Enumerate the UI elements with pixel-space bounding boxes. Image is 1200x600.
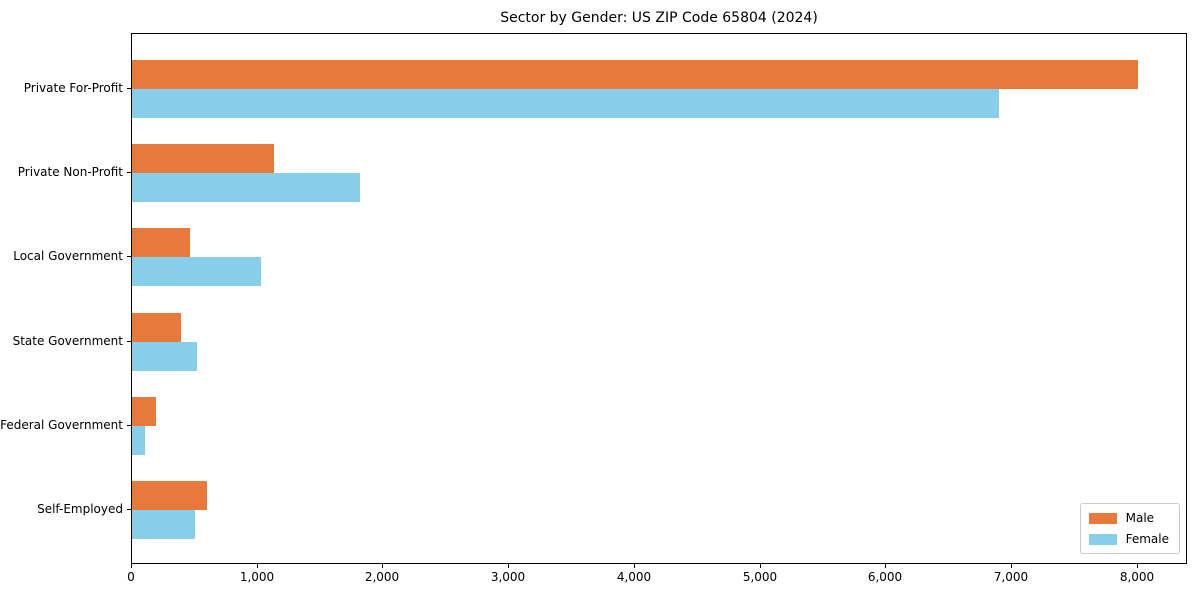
ytick-label-private-for-profit: Private For-Profit — [23, 81, 123, 95]
ytick-mark-federal-government — [127, 424, 131, 426]
ytick-label-self-employed: Self-Employed — [37, 502, 123, 516]
legend-item-female: Female — [1088, 532, 1169, 546]
female-legend-swatch — [1088, 533, 1117, 545]
ytick-label-local-government: Local Government — [13, 249, 123, 264]
xtick-label-5000: 5,000 — [742, 570, 778, 584]
ytick-mark-self-employed — [127, 509, 131, 510]
legend: Male Female — [1079, 503, 1180, 554]
chart-title: Sector by Gender: US ZIP Code 65804 (202… — [500, 10, 818, 26]
xtick-mark-1000 — [257, 564, 258, 568]
xtick-label-8000: 8,000 — [1119, 570, 1155, 584]
ytick-label-federal-government: Federal Government — [0, 417, 123, 432]
legend-label-female: Female — [1125, 532, 1169, 546]
xtick-mark-0 — [131, 564, 132, 568]
xtick-label-6000: 6,000 — [867, 570, 903, 584]
xtick-label-1000: 1,000 — [239, 570, 275, 584]
xtick-mark-8000 — [1137, 564, 1138, 568]
legend-item-male: Male — [1088, 511, 1169, 525]
xtick-label-4000: 4,000 — [616, 570, 652, 584]
xtick-mark-7000 — [1011, 564, 1012, 568]
plot-area: Male Female — [131, 33, 1187, 564]
ytick-mark-local-government — [127, 256, 131, 258]
male-legend-swatch — [1088, 512, 1117, 524]
xtick-label-3000: 3,000 — [490, 570, 526, 584]
xtick-mark-2000 — [382, 564, 383, 568]
ytick-mark-private-for-profit — [127, 88, 131, 89]
ytick-mark-state-government — [127, 340, 131, 342]
xtick-mark-5000 — [760, 564, 761, 568]
bar-male-federal-government — [132, 396, 156, 426]
xtick-mark-6000 — [885, 564, 886, 568]
ytick-mark-private-non-profit — [127, 172, 131, 174]
bar-female-private-non-profit — [132, 173, 360, 203]
bar-female-private-for-profit — [132, 89, 999, 118]
ytick-label-state-government: State Government — [12, 333, 123, 348]
bar-female-self-employed — [132, 510, 195, 539]
bar-male-state-government — [132, 312, 181, 342]
bar-female-state-government — [132, 341, 197, 371]
bar-male-self-employed — [132, 481, 207, 510]
xtick-mark-3000 — [508, 564, 509, 568]
bar-male-private-non-profit — [132, 144, 274, 174]
xtick-label-2000: 2,000 — [364, 570, 400, 584]
bar-female-federal-government — [132, 425, 145, 455]
xtick-label-0: 0 — [127, 570, 135, 584]
ytick-label-private-non-profit: Private Non-Profit — [17, 165, 123, 180]
bar-male-private-for-profit — [132, 60, 1138, 89]
xtick-label-7000: 7,000 — [993, 570, 1029, 584]
legend-label-male: Male — [1125, 511, 1155, 525]
xtick-mark-4000 — [634, 564, 635, 568]
bar-female-local-government — [132, 257, 261, 287]
bar-male-local-government — [132, 228, 190, 258]
